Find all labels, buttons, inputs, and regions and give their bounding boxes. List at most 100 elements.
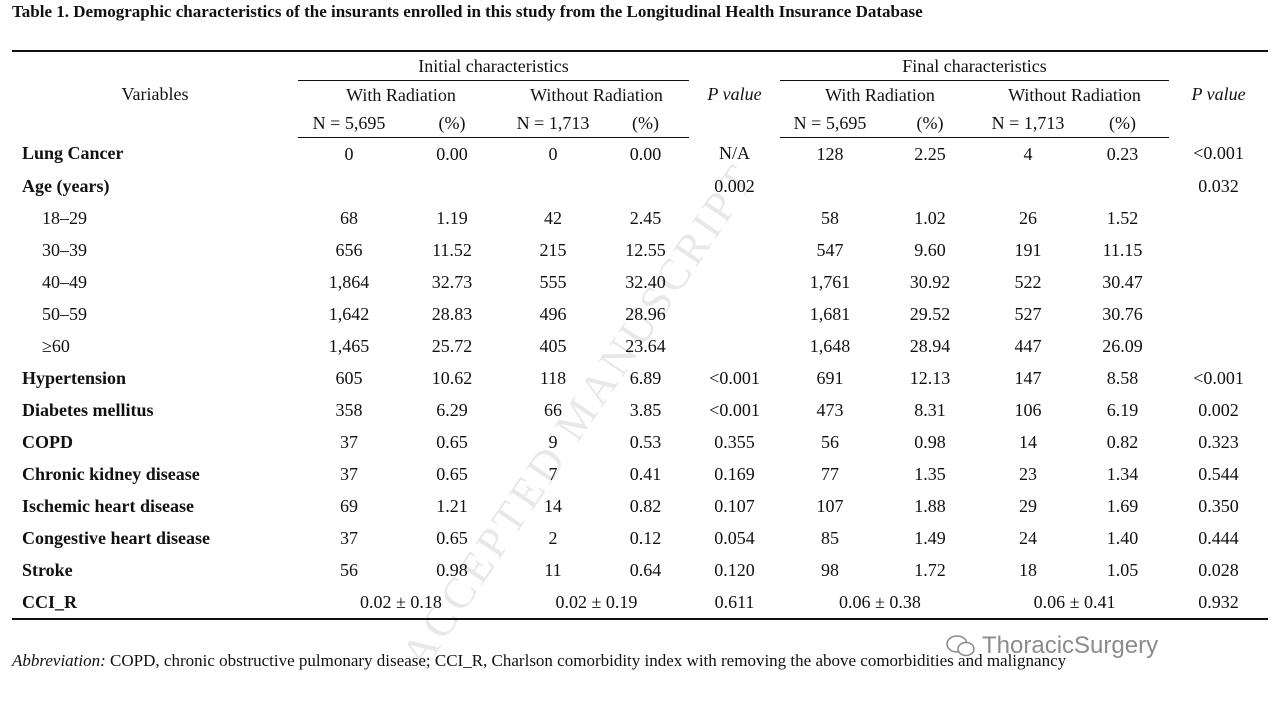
table-cell: 0.02 ± 0.18 bbox=[360, 591, 442, 612]
table-cell: 29 bbox=[1019, 495, 1037, 516]
table-cell: 14 bbox=[1019, 431, 1037, 452]
table-cell bbox=[400, 170, 504, 202]
table-cell bbox=[689, 298, 780, 330]
table-cell: 1.52 bbox=[1106, 207, 1139, 228]
table-cell: 32.40 bbox=[625, 271, 666, 292]
table-row: 50–59 1,642 28.83 496 28.96 1,681 29.52 527 30.7… bbox=[12, 298, 1268, 330]
logo-icon bbox=[946, 635, 975, 657]
table-row: 18–29 68 1.19 42 2.45 58 1.02 26 1.52 bbox=[12, 202, 1268, 234]
table-cell: 2 bbox=[548, 527, 558, 548]
table-cell: 6.29 bbox=[436, 399, 468, 420]
table-cell bbox=[1169, 266, 1268, 298]
row-label: Age (years) bbox=[22, 175, 110, 196]
table-cell: 23.64 bbox=[625, 335, 666, 356]
footnote: Abbreviation: COPD, chronic obstructive … bbox=[12, 648, 1242, 674]
table-cell: 555 bbox=[539, 271, 567, 292]
table-row: Hypertension 605 10.62 118 6.89 <0.001 691 12.1… bbox=[12, 362, 1268, 394]
table-cell: 215 bbox=[539, 239, 567, 260]
table-cell: N/A bbox=[719, 143, 750, 164]
table-cell: 0.98 bbox=[914, 431, 946, 452]
subgroup-header: With Radiation bbox=[825, 84, 935, 105]
table-cell: 85 bbox=[821, 527, 839, 548]
table-cell: 0.544 bbox=[1198, 463, 1239, 484]
n-header: N = 1,713 bbox=[504, 109, 602, 138]
table-cell: 26.09 bbox=[1102, 335, 1143, 356]
row-label: Chronic kidney disease bbox=[22, 463, 200, 484]
table-cell: 37 bbox=[340, 463, 358, 484]
table-cell: 1.35 bbox=[914, 463, 946, 484]
logo-text: ThoracicSurgery bbox=[982, 632, 1159, 659]
table-row: Chronic kidney disease 37 0.65 7 0.41 0.169 77… bbox=[12, 458, 1268, 490]
group-header: Initial characteristics bbox=[298, 51, 689, 81]
table-cell: 1,761 bbox=[809, 271, 851, 292]
pct-header: (%) bbox=[1076, 109, 1170, 138]
table-cell: 447 bbox=[1014, 335, 1042, 356]
table-cell: 32.73 bbox=[431, 271, 473, 292]
table-cell: 0.323 bbox=[1198, 431, 1239, 452]
table-cell: 0.350 bbox=[1198, 495, 1239, 516]
table-cell: 473 bbox=[816, 399, 844, 420]
table-cell: 1,642 bbox=[328, 303, 370, 324]
table-row: 40–49 1,864 32.73 555 32.40 1,761 30.92 522 30.4… bbox=[12, 266, 1268, 298]
table-cell: 66 bbox=[544, 399, 562, 420]
table-cell: 2.25 bbox=[914, 143, 946, 164]
table-cell: 1,648 bbox=[809, 335, 851, 356]
row-label: 40–49 bbox=[42, 271, 87, 292]
table-cell: 6.19 bbox=[1106, 399, 1139, 420]
table-cell: 98 bbox=[821, 559, 839, 580]
table-cell: 14 bbox=[544, 495, 562, 516]
table-cell: 1.88 bbox=[914, 495, 946, 516]
table-cell: 1,681 bbox=[809, 303, 851, 324]
table-cell: 9 bbox=[548, 431, 558, 452]
table-row: Congestive heart disease 37 0.65 2 0.12 0.054… bbox=[12, 522, 1268, 554]
subgroup-header: Without Radiation bbox=[1008, 84, 1141, 105]
table-cell: 28.94 bbox=[909, 335, 951, 356]
table-cell: 0.120 bbox=[714, 559, 755, 580]
table-head: Variables Initial characteristics P valu… bbox=[12, 51, 1268, 138]
table-cell: 0.12 bbox=[629, 527, 662, 548]
table-cell: <0.001 bbox=[1193, 367, 1244, 388]
row-label: CCI_R bbox=[22, 591, 78, 612]
table-row: Age (years) 0.002 0.032 bbox=[12, 170, 1268, 202]
row-label: Stroke bbox=[22, 559, 73, 580]
table-cell: 3.85 bbox=[629, 399, 662, 420]
table-cell: 0.054 bbox=[714, 527, 755, 548]
table-cell: 0.00 bbox=[436, 143, 468, 164]
table-cell: 0.002 bbox=[714, 175, 755, 196]
table-cell: 0.032 bbox=[1198, 175, 1239, 196]
table-cell: 28.83 bbox=[431, 303, 473, 324]
table-cell: 0.82 bbox=[629, 495, 662, 516]
pct-header: (%) bbox=[602, 109, 689, 138]
p-value-header: P value bbox=[707, 84, 762, 105]
table-cell: 1.49 bbox=[914, 527, 946, 548]
table-row: COPD 37 0.65 9 0.53 0.355 56 0.98 14 0.82 0.323 bbox=[12, 426, 1268, 458]
table-cell: 0.444 bbox=[1198, 527, 1239, 548]
table-cell: 4 bbox=[1023, 143, 1033, 164]
table-cell: 24 bbox=[1019, 527, 1037, 548]
table-cell: <0.001 bbox=[1193, 143, 1244, 164]
table-cell bbox=[1169, 298, 1268, 330]
pct-header: (%) bbox=[400, 109, 504, 138]
table-cell: 527 bbox=[1014, 303, 1042, 324]
table-cell: 0.23 bbox=[1106, 143, 1139, 164]
table-cell: 1.05 bbox=[1106, 559, 1139, 580]
table-cell: 8.58 bbox=[1106, 367, 1139, 388]
row-label: Ischemic heart disease bbox=[22, 495, 194, 516]
table-cell: 0.028 bbox=[1198, 559, 1239, 580]
row-label: Congestive heart disease bbox=[22, 527, 210, 548]
table-cell: 28.96 bbox=[625, 303, 666, 324]
table-cell: 0.355 bbox=[714, 431, 755, 452]
table-cell: 58 bbox=[821, 207, 839, 228]
table-cell bbox=[689, 330, 780, 362]
table-cell: 358 bbox=[335, 399, 363, 420]
table-cell bbox=[504, 170, 602, 202]
table-cell: 6.89 bbox=[629, 367, 662, 388]
table-cell: 26 bbox=[1019, 207, 1037, 228]
table-cell: 0.98 bbox=[436, 559, 468, 580]
pct-header: (%) bbox=[880, 109, 980, 138]
table-cell bbox=[880, 170, 980, 202]
table-row: Stroke 56 0.98 11 0.64 0.120 98 1.72 18 1.05 0.028 bbox=[12, 554, 1268, 586]
table-cell: 37 bbox=[340, 527, 358, 548]
table-cell: 10.62 bbox=[431, 367, 473, 388]
